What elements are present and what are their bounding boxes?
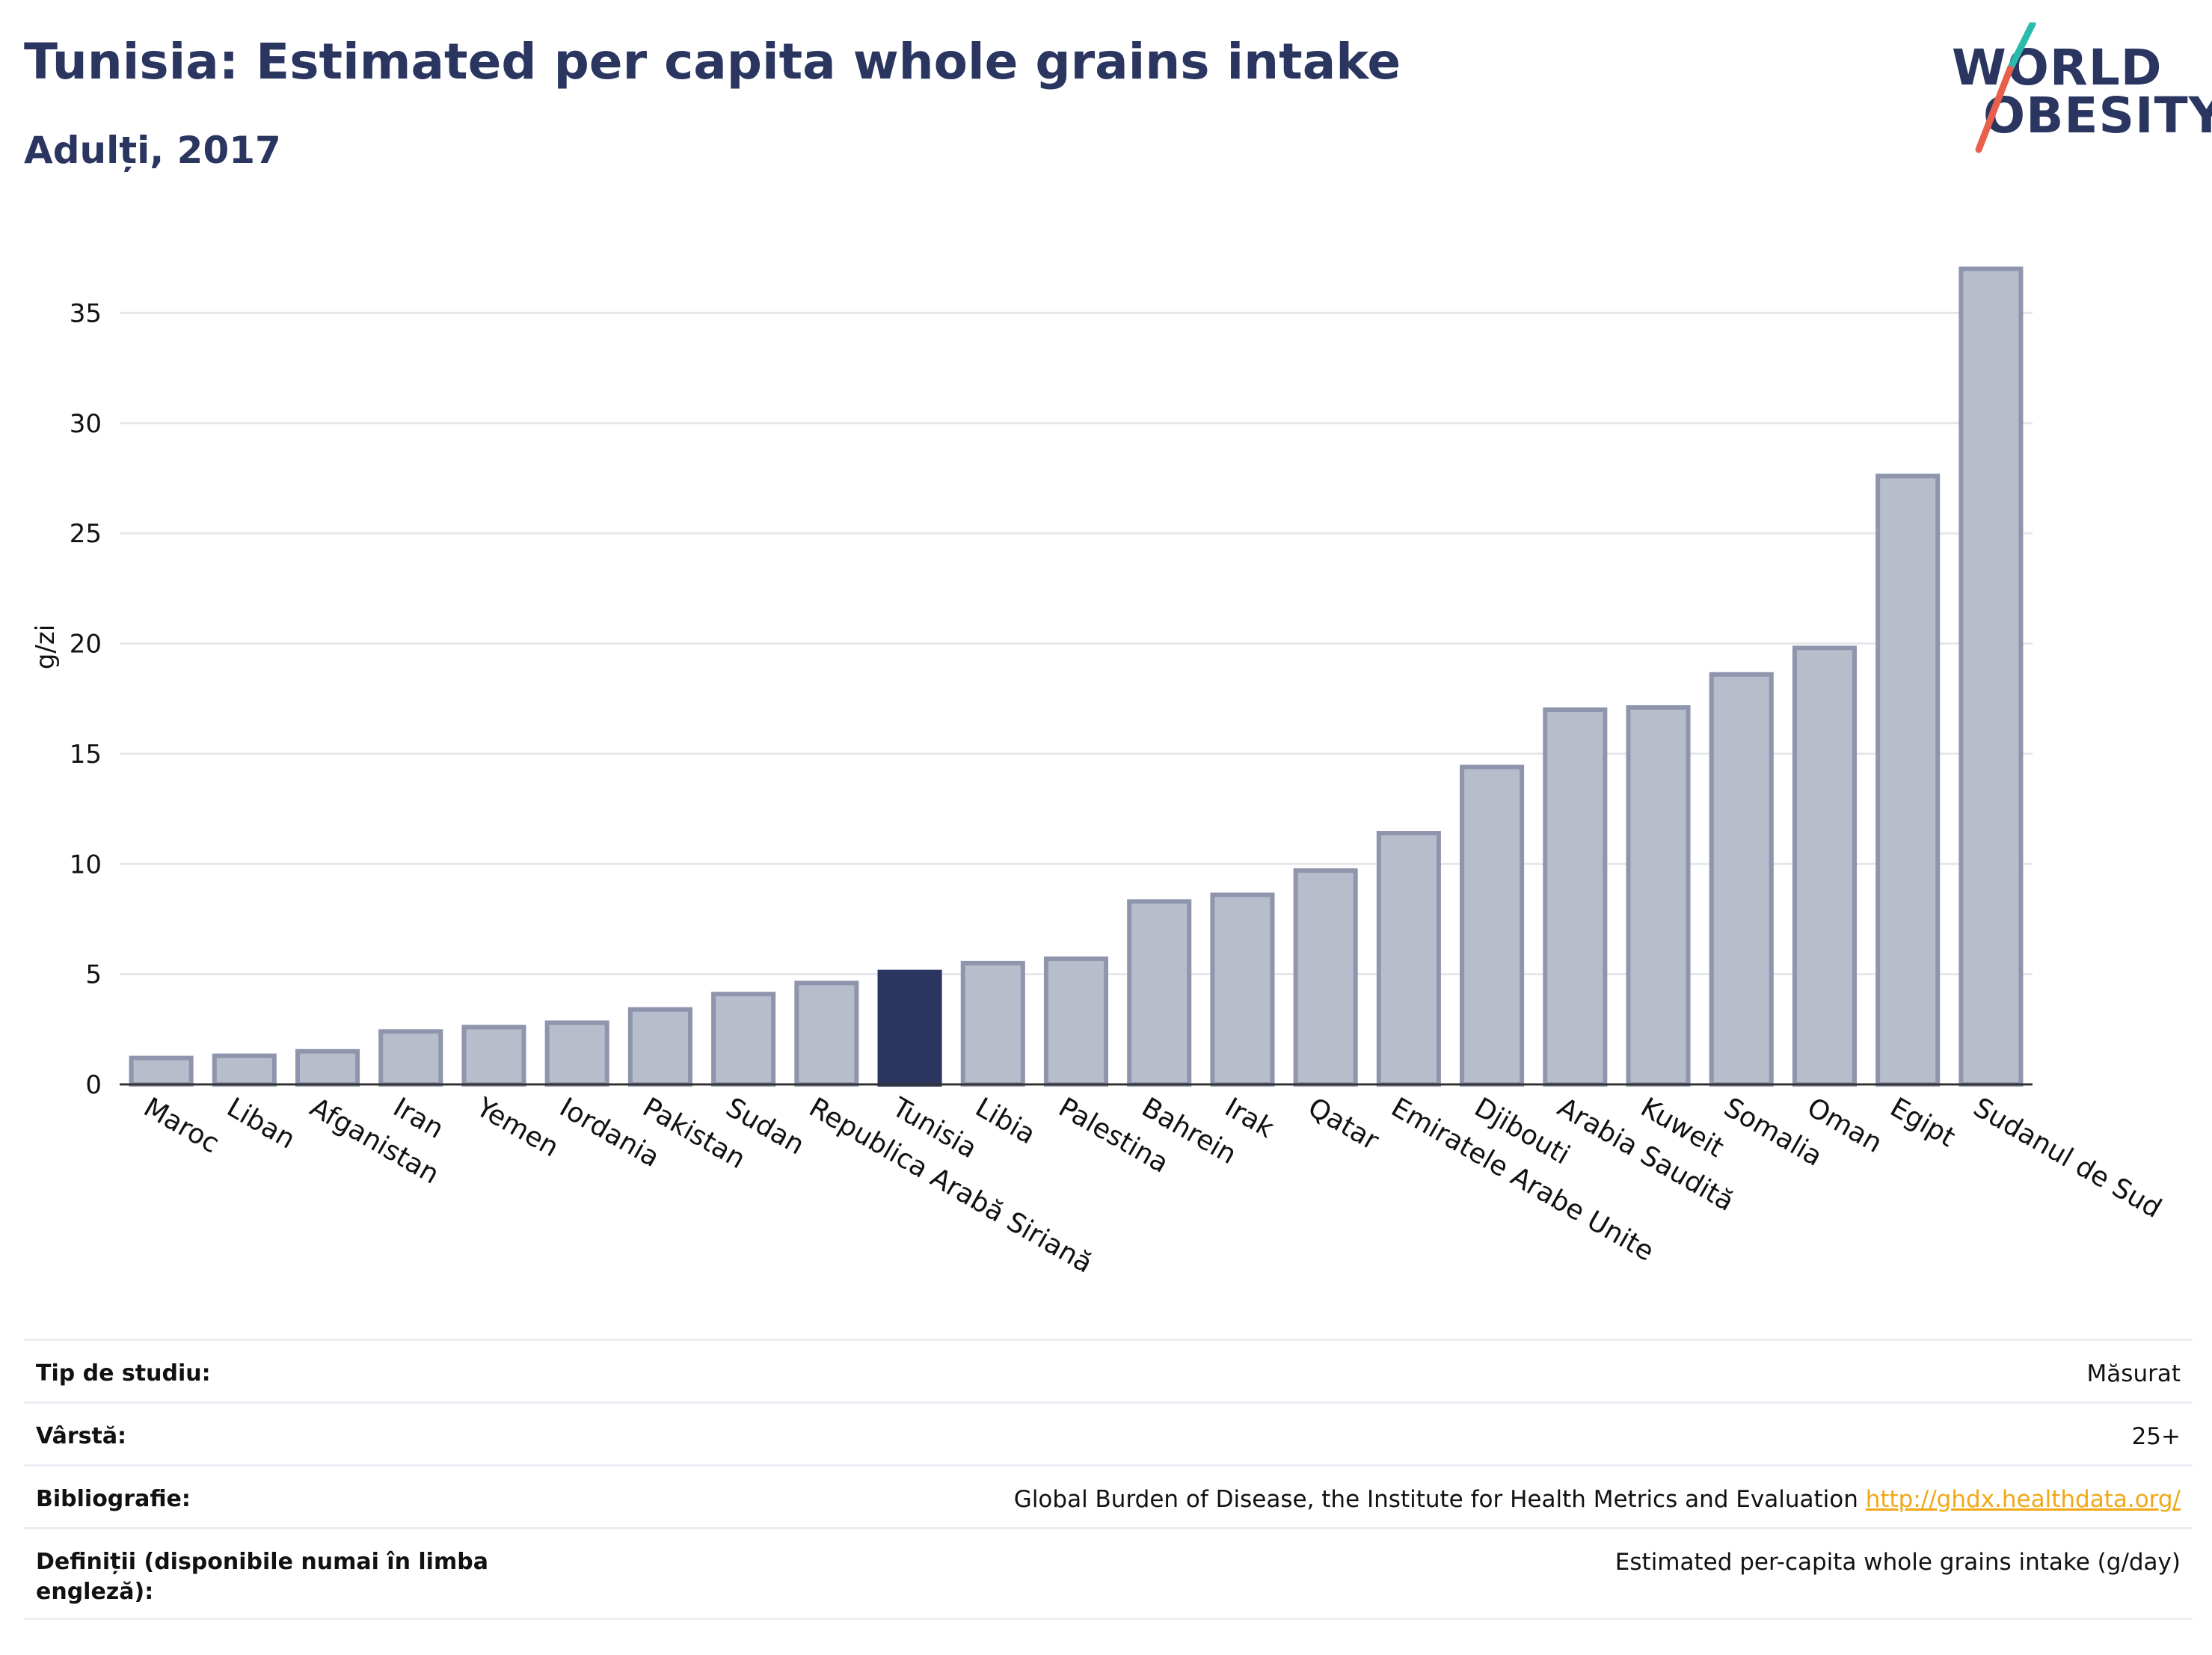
info-value: Global Burden of Disease, the Institute … [1014, 1484, 2193, 1514]
y-tick-label: 35 [70, 298, 102, 328]
bar-irak[interactable] [1210, 892, 1275, 1087]
y-tick-label: 10 [70, 850, 102, 879]
x-tick-label: Maroc [138, 1092, 224, 1159]
bar-emiratele-arabe-unite[interactable] [1376, 831, 1441, 1087]
bar-afganistan[interactable] [295, 1048, 360, 1087]
info-label: Vârstă: [36, 1423, 127, 1449]
y-axis-label: g/zi [31, 624, 61, 669]
bar-bahrein[interactable] [1127, 899, 1192, 1087]
info-row-bibliography: Bibliografie: Global Burden of Disease, … [24, 1464, 2193, 1527]
bar-qatar[interactable] [1293, 868, 1358, 1087]
bar-arabia-saudit-[interactable] [1543, 707, 1608, 1087]
x-tick-label: Qatar [1303, 1092, 1383, 1156]
info-value: 25+ [2131, 1423, 2181, 1450]
info-value: Estimated per-capita whole grains intake… [1615, 1549, 2181, 1576]
bar-sudanul-de-sud[interactable] [1958, 266, 2024, 1087]
bar-iran[interactable] [378, 1029, 443, 1087]
x-tick-label: Sudanul de Sud [1968, 1092, 2166, 1224]
info-label: Definiții (disponibile numai în limba en… [36, 1549, 488, 1605]
chart-title: Tunisia: Estimated per capita whole grai… [24, 33, 1401, 90]
y-axis-ticks: 0 5 10 15 20 25 30 35 [70, 298, 102, 1100]
bar-somalia[interactable] [1709, 672, 1774, 1087]
bar-pakistan[interactable] [627, 1007, 692, 1087]
bar-liban[interactable] [212, 1053, 277, 1087]
info-label: Bibliografie: [36, 1486, 191, 1512]
bar-egipt[interactable] [1875, 473, 1941, 1087]
bar-libia[interactable] [960, 960, 1025, 1087]
chart-subtitle: Adulți, 2017 [24, 129, 281, 172]
info-row-definitions: Definiții (disponibile numai în limba en… [24, 1527, 2193, 1620]
info-table: Tip de studiu: Măsurat Vârstă: 25+ Bibli… [24, 1339, 2193, 1620]
bar-djibouti[interactable] [1460, 764, 1525, 1087]
y-tick-label: 15 [70, 740, 102, 770]
bar-kuweit[interactable] [1626, 705, 1691, 1087]
bibliography-text: Global Burden of Disease, the Institute … [1013, 1486, 1858, 1513]
bar-sudan[interactable] [711, 992, 776, 1087]
x-tick-label: Yemen [470, 1092, 564, 1164]
x-tick-label: Libia [970, 1092, 1040, 1150]
world-obesity-logo[interactable]: WORLD OBESITY [1952, 22, 2212, 157]
logo-slash-icon [1975, 22, 2036, 153]
y-tick-label: 20 [70, 630, 102, 660]
bar-iordania[interactable] [544, 1020, 609, 1087]
y-tick-label: 0 [85, 1070, 102, 1100]
bar-republica-arab-sirian-[interactable] [794, 980, 859, 1087]
info-value: Măsurat [2086, 1360, 2181, 1387]
x-tick-label: Liban [221, 1092, 300, 1155]
bars [129, 266, 2024, 1087]
x-tick-label: Egipt [1885, 1092, 1961, 1153]
y-tick-label: 5 [85, 960, 102, 990]
logo-line-2: OBESITY [1983, 87, 2212, 144]
y-tick-label: 25 [70, 519, 102, 549]
bar-yemen[interactable] [461, 1025, 526, 1087]
info-row-age: Vârstă: 25+ [24, 1401, 2193, 1464]
info-row-study-type: Tip de studiu: Măsurat [24, 1339, 2193, 1401]
logo-line-1: WORLD [1952, 39, 2163, 96]
bar-maroc[interactable] [129, 1055, 194, 1087]
y-tick-label: 30 [70, 409, 102, 439]
bar-palestina[interactable] [1043, 957, 1109, 1087]
info-label: Tip de studiu: [36, 1360, 211, 1387]
bar-oman[interactable] [1792, 645, 1857, 1087]
bibliography-link[interactable]: http://ghdx.healthdata.org/ [1865, 1486, 2181, 1513]
bar-tunisia[interactable] [877, 969, 942, 1087]
